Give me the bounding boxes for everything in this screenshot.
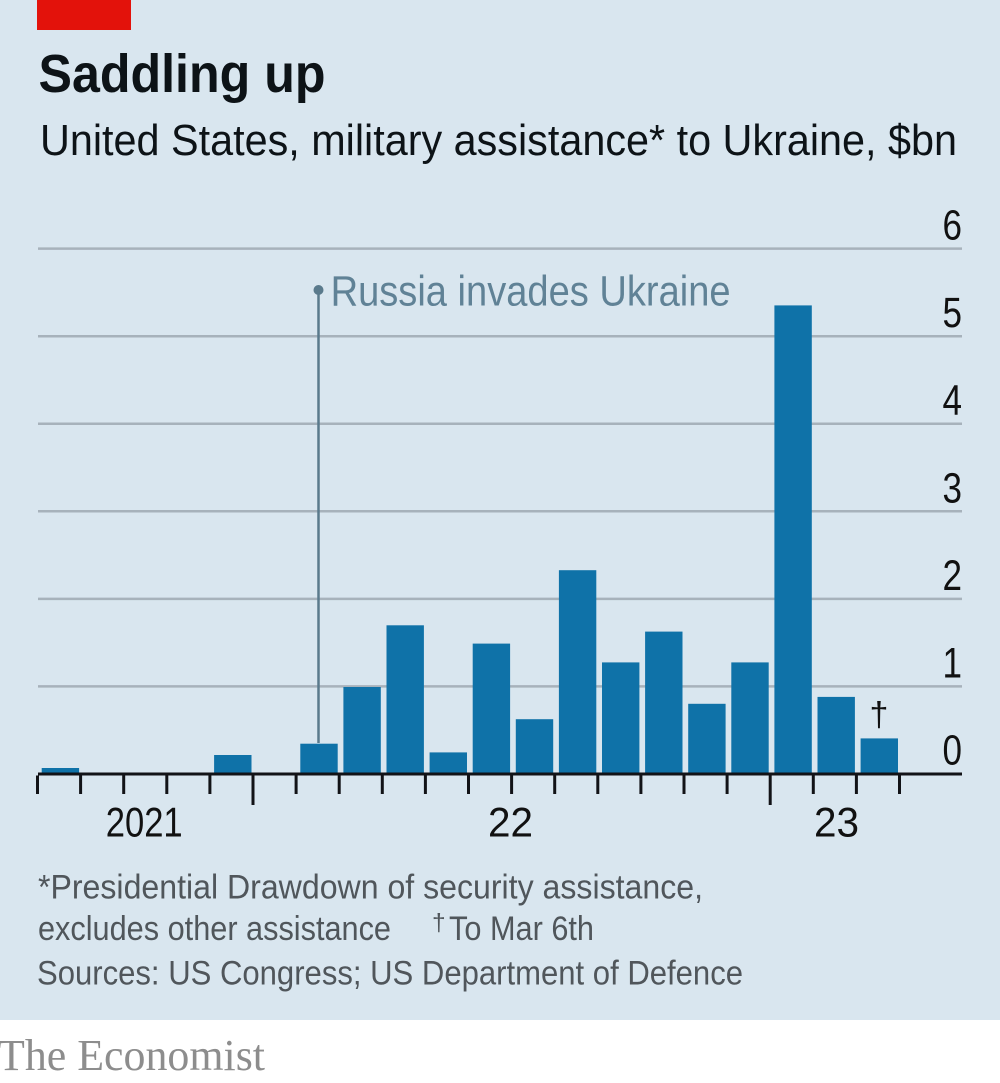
- svg-text:2: 2: [943, 553, 963, 600]
- svg-text:23: 23: [814, 798, 859, 845]
- svg-text:United States, military assist: United States, military assistance* to U…: [40, 116, 957, 165]
- svg-text:†: †: [432, 910, 446, 937]
- svg-text:excludes other assistance: excludes other assistance: [38, 910, 391, 948]
- svg-text:5: 5: [943, 290, 963, 337]
- svg-text:2021: 2021: [106, 798, 183, 845]
- svg-text:0: 0: [943, 727, 963, 774]
- svg-text:To Mar 6th: To Mar 6th: [449, 910, 594, 948]
- svg-text:*Presidential Drawdown of secu: *Presidential Drawdown of security assis…: [38, 869, 703, 907]
- svg-text:Sources: US Congress; US Depar: Sources: US Congress; US Department of D…: [37, 955, 743, 993]
- svg-text:4: 4: [943, 378, 963, 425]
- svg-text:3: 3: [943, 465, 963, 512]
- svg-text:The Economist: The Economist: [0, 1031, 265, 1080]
- svg-text:†: †: [870, 696, 889, 734]
- svg-text:1: 1: [943, 640, 963, 687]
- svg-text:Saddling up: Saddling up: [39, 45, 326, 104]
- svg-text:22: 22: [488, 798, 533, 845]
- svg-text:6: 6: [943, 203, 963, 250]
- svg-text:Russia invades Ukraine: Russia invades Ukraine: [331, 269, 731, 316]
